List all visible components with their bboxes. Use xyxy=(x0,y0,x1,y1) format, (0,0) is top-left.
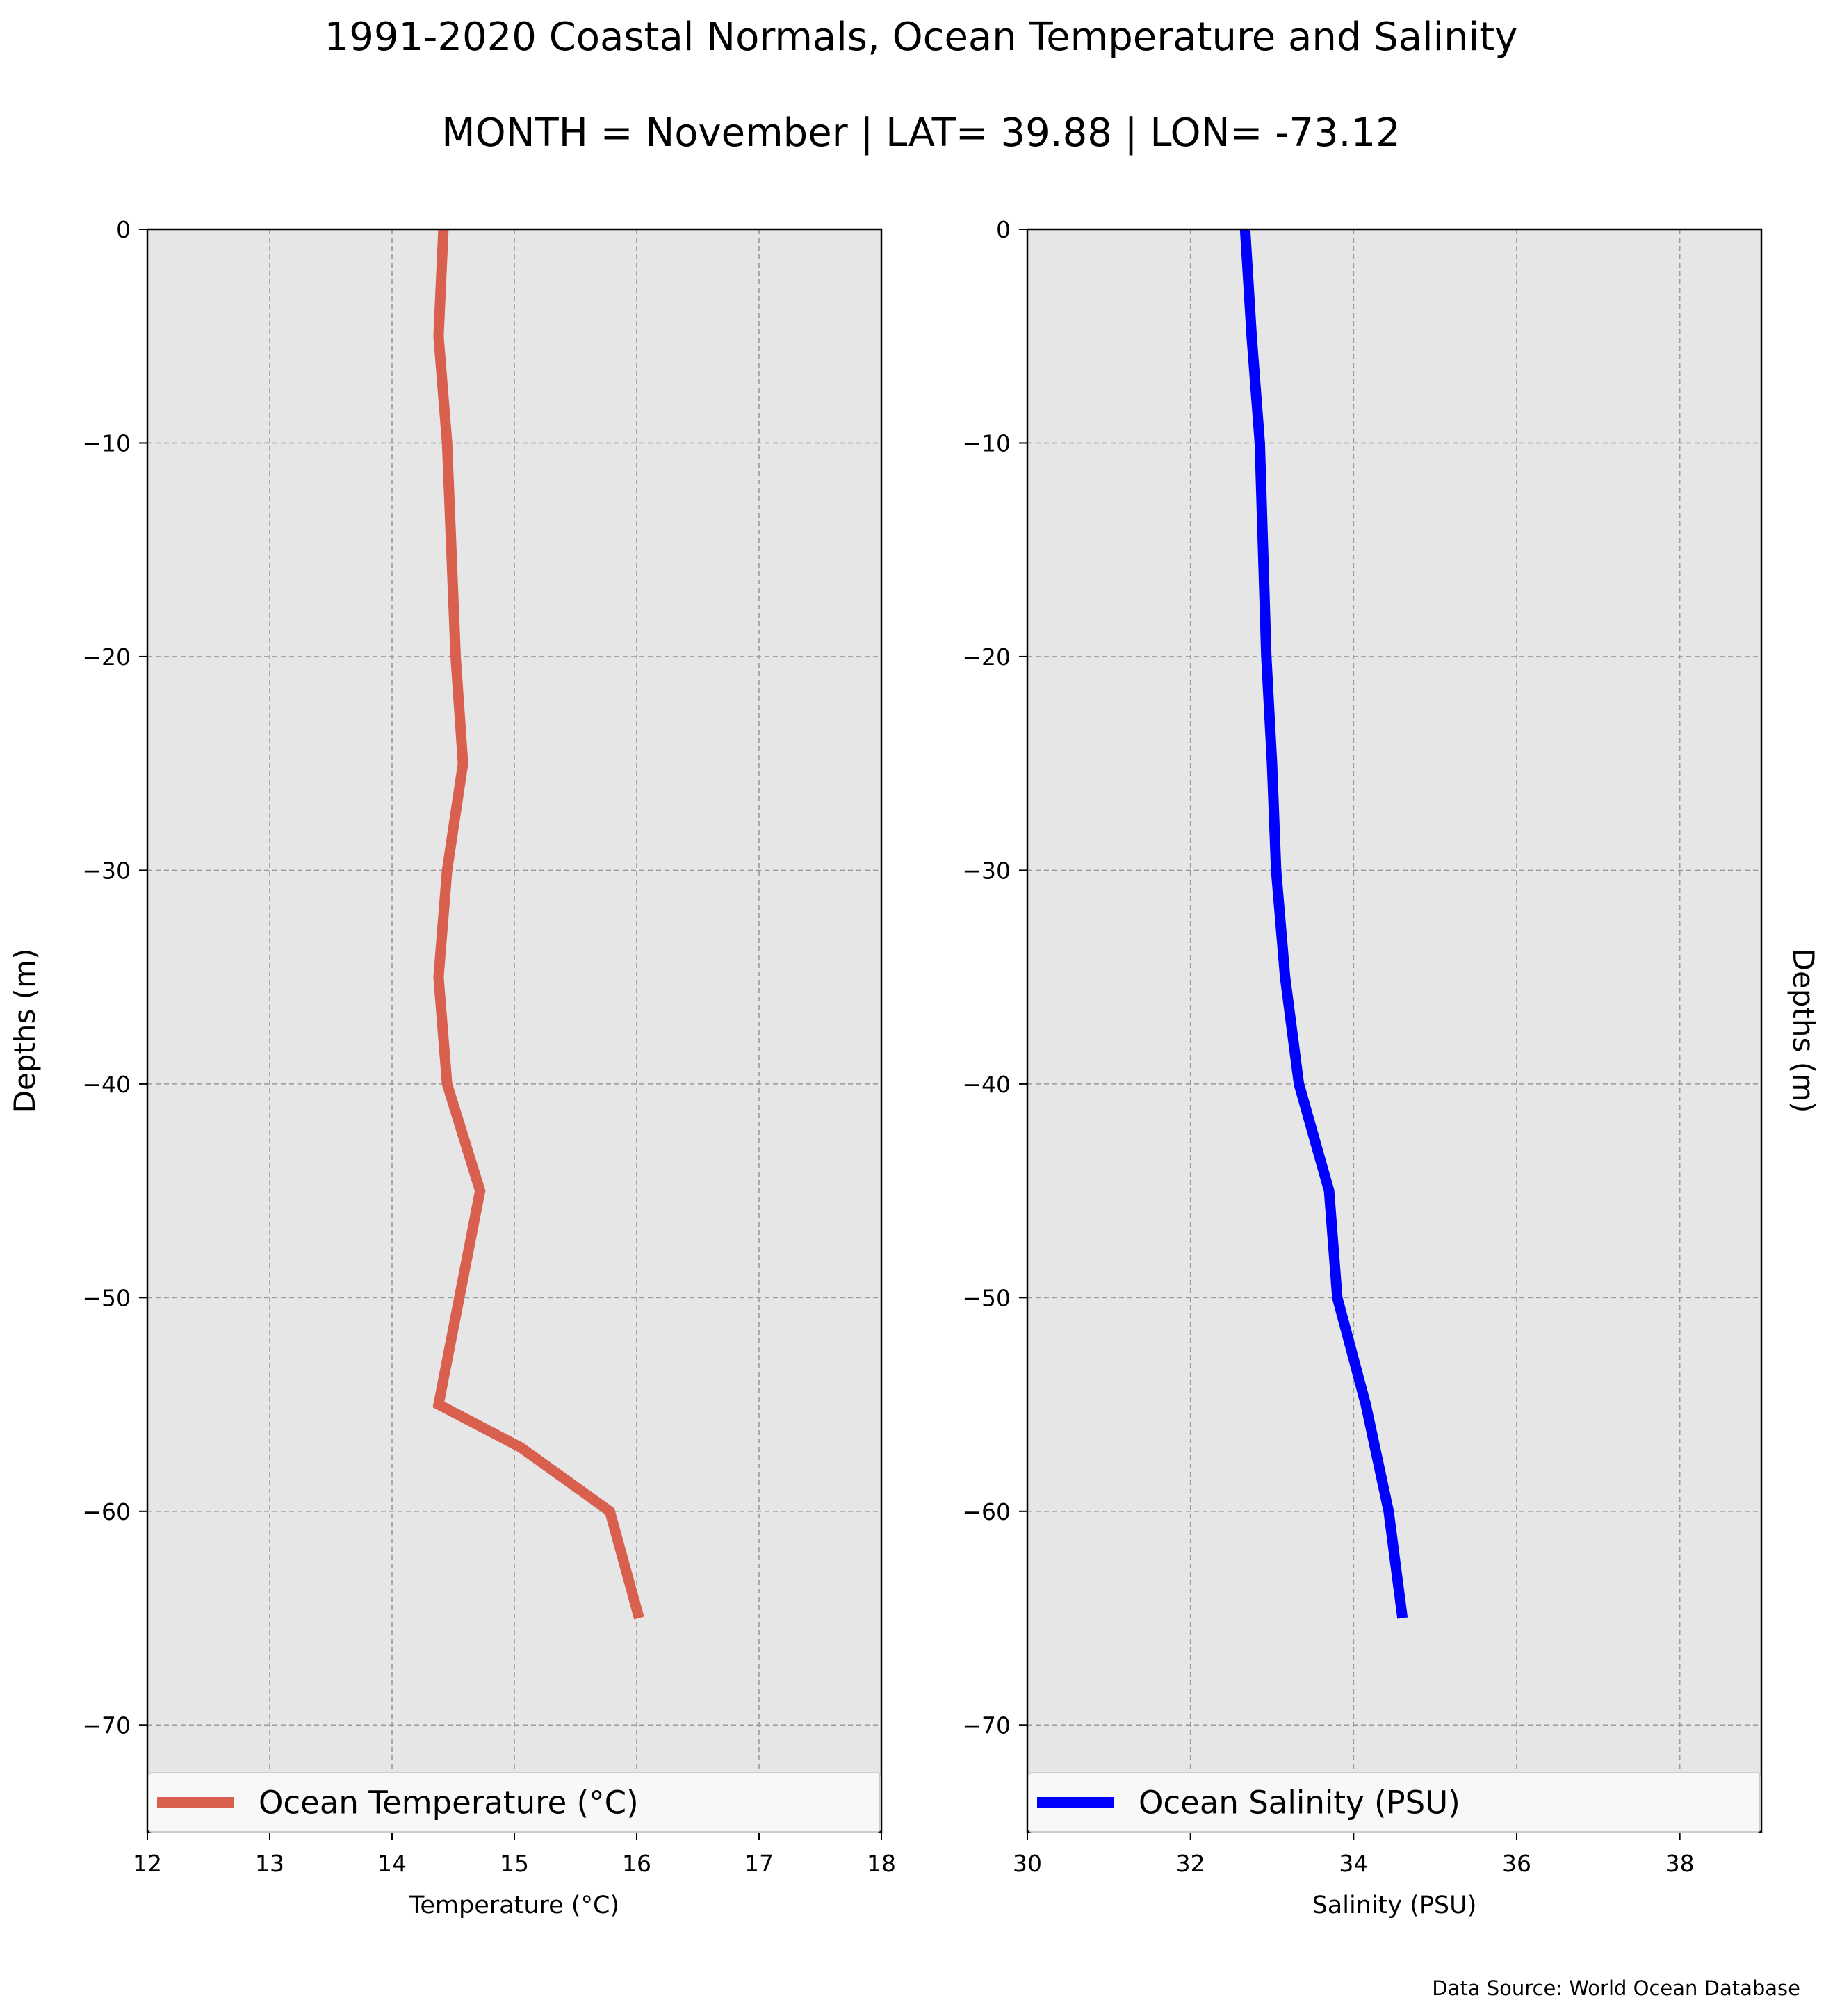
salinity-x-tick-label: 34 xyxy=(1339,1850,1368,1877)
temperature-y-tick-label: −30 xyxy=(82,857,131,884)
temperature-y-tick-label: −10 xyxy=(82,429,131,457)
temperature-series-line xyxy=(432,229,644,1620)
figure-title: 1991-2020 Coastal Normals, Ocean Tempera… xyxy=(325,15,1518,60)
temperature-x-tick-label: 15 xyxy=(500,1850,529,1877)
temperature-y-tick-label: 0 xyxy=(116,216,131,243)
temperature-y-axis-label: Depths (m) xyxy=(8,949,42,1113)
temperature-x-tick-label: 16 xyxy=(622,1850,651,1877)
salinity-x-tick-label: 30 xyxy=(1013,1850,1042,1877)
temperature-y-tick-label: −40 xyxy=(82,1071,131,1098)
temperature-y-tick-label: −70 xyxy=(82,1712,131,1739)
data-source-note: Data Source: World Ocean Database xyxy=(1432,1976,1800,2000)
salinity-x-axis-label: Salinity (PSU) xyxy=(1312,1892,1477,1919)
salinity-y-axis-label: Depths (m) xyxy=(1786,949,1820,1113)
temperature-y-tick-label: −60 xyxy=(82,1498,131,1525)
salinity-y-tick-label: −70 xyxy=(962,1712,1011,1739)
salinity-x-tick-label: 38 xyxy=(1665,1850,1695,1877)
temperature-legend xyxy=(148,1772,881,1833)
salinity-y-tick-label: −30 xyxy=(962,857,1011,884)
temperature-y-tick-label: −20 xyxy=(82,644,131,671)
temperature-x-tick-label: 14 xyxy=(377,1850,407,1877)
temperature-x-tick-label: 12 xyxy=(133,1850,162,1877)
temperature-legend-label: Ocean Temperature (°C) xyxy=(259,1785,639,1821)
salinity-y-tick-label: −20 xyxy=(962,644,1011,671)
salinity-y-tick-label: 0 xyxy=(996,216,1011,243)
salinity-x-tick-label: 36 xyxy=(1502,1850,1531,1877)
salinity-panel: 30 32 34 36 38 0 −10 −20 −30 −40 −50 −60 −70 Salinity… xyxy=(962,216,1820,1919)
temperature-x-tick-label: 13 xyxy=(255,1850,284,1877)
temperature-y-tick-label: −50 xyxy=(82,1284,131,1311)
temperature-x-axis-label: Temperature (°C) xyxy=(409,1892,619,1919)
salinity-y-tick-label: −60 xyxy=(962,1498,1011,1525)
figure-subtitle: MONTH = November | LAT= 39.88 | LON= -73… xyxy=(441,110,1401,156)
temperature-x-tick-label: 18 xyxy=(867,1850,896,1877)
temperature-panel: 12 13 14 15 16 17 18 0 −10 −20 −30 −40 −50 −60 −70 Temp… xyxy=(8,216,896,1919)
salinity-series-line xyxy=(1239,229,1408,1619)
temperature-x-tick-label: 17 xyxy=(744,1850,774,1877)
salinity-legend-label: Ocean Salinity (PSU) xyxy=(1139,1785,1460,1821)
salinity-legend xyxy=(1028,1772,1761,1833)
salinity-y-tick-label: −50 xyxy=(962,1284,1011,1311)
salinity-y-tick-label: −40 xyxy=(962,1071,1011,1098)
salinity-x-tick-label: 32 xyxy=(1176,1850,1205,1877)
salinity-y-tick-label: −10 xyxy=(962,429,1011,457)
